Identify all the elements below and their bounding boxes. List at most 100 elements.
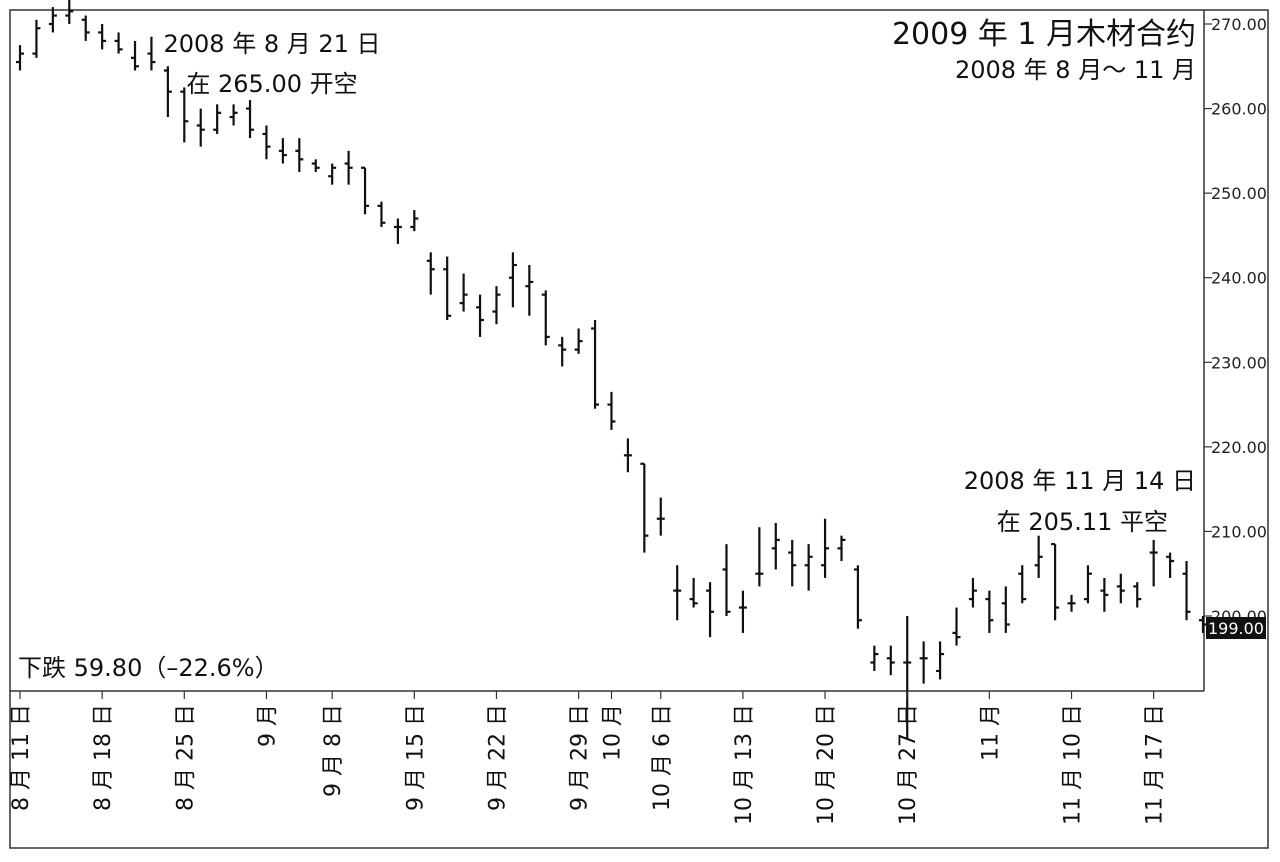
chart-border xyxy=(9,9,1269,849)
ohlc-bar xyxy=(246,100,255,139)
ohlc-bar xyxy=(722,544,731,616)
ohlc-bar xyxy=(853,565,862,629)
ohlc-bar xyxy=(591,320,600,409)
decline-annotation: 下跌 59.80（–22.6%） xyxy=(18,654,279,682)
ohlc-bar xyxy=(1116,573,1125,604)
x-tick-label: 10 月 27 日 xyxy=(896,704,921,825)
ohlc-bar xyxy=(837,535,846,562)
ohlc-bar xyxy=(443,256,452,320)
chart-subtitle: 2008 年 8 月～ 11 月 xyxy=(955,56,1196,84)
exit-price-annotation: 在 205.11 平空 xyxy=(997,508,1168,536)
last-price-label: 199.00 xyxy=(1208,619,1264,638)
ohlc-bar xyxy=(196,108,205,147)
y-tick-label: 260.00 xyxy=(1211,100,1267,119)
ohlc-bar xyxy=(393,218,402,244)
ohlc-bar xyxy=(738,590,747,633)
ohlc-bar xyxy=(1018,565,1027,604)
ohlc-bar xyxy=(1067,594,1076,612)
ohlc-bar xyxy=(919,641,928,684)
ohlc-bar xyxy=(936,641,945,680)
x-tick-label: 11 月 17 日 xyxy=(1143,704,1168,825)
ohlc-bar xyxy=(311,159,320,172)
x-tick-label: 10 月 13 日 xyxy=(732,704,757,825)
ohlc-bar xyxy=(459,273,468,312)
ohlc-bar xyxy=(361,166,370,215)
ohlc-bar xyxy=(147,36,156,71)
ohlc-bar xyxy=(788,539,797,587)
y-tick-label: 240.00 xyxy=(1211,269,1267,288)
ohlc-bar xyxy=(541,290,550,346)
x-tick-label: 10 月 6 日 xyxy=(650,704,675,811)
ohlc-bar xyxy=(476,294,485,337)
x-tick-label: 10 月 20 日 xyxy=(814,704,839,825)
ohlc-bar xyxy=(1051,543,1060,621)
ohlc-bar xyxy=(689,577,698,608)
ohlc-bar xyxy=(1083,565,1092,604)
ohlc-bar xyxy=(607,391,616,430)
ohlc-bar xyxy=(1149,539,1158,587)
ohlc-bar xyxy=(804,544,813,591)
y-tick-label: 250.00 xyxy=(1211,184,1267,203)
ohlc-bar xyxy=(821,518,830,578)
ohlc-bar xyxy=(213,104,222,134)
ohlc-bar xyxy=(1182,561,1191,621)
ohlc-bars xyxy=(16,0,1207,739)
ohlc-bar xyxy=(574,328,583,354)
y-tick-label: 230.00 xyxy=(1211,353,1267,372)
ohlc-bar xyxy=(114,32,123,54)
ohlc-bar xyxy=(98,24,107,50)
chart-title: 2009 年 1 月木材合约 xyxy=(892,17,1196,52)
ohlc-bar xyxy=(377,201,386,227)
x-tick-label: 9 月 22 日 xyxy=(485,704,510,811)
ohlc-bar xyxy=(295,138,304,172)
x-tick-label: 9 月 xyxy=(255,704,280,747)
ohlc-bar xyxy=(656,497,665,536)
ohlc-bar xyxy=(508,252,517,308)
x-tick-label: 9 月 8 日 xyxy=(321,704,346,797)
ohlc-bar xyxy=(16,45,24,71)
ohlc-bar xyxy=(262,125,271,160)
x-tick-label: 8 月 25 日 xyxy=(173,704,198,811)
ohlc-bar xyxy=(32,19,41,58)
ohlc-bar xyxy=(640,462,649,553)
x-tick-label: 8 月 11 日 xyxy=(9,704,34,811)
last-price-badge xyxy=(1206,617,1266,639)
ohlc-bar xyxy=(410,210,419,232)
y-tick-label: 210.00 xyxy=(1211,522,1267,541)
exit-date-annotation: 2008 年 11 月 14 日 xyxy=(964,467,1196,495)
ohlc-bar xyxy=(985,590,994,633)
ohlc-bar xyxy=(903,616,912,739)
y-tick-label: 270.00 xyxy=(1211,15,1267,34)
ohlc-bar xyxy=(706,582,715,638)
ohlc-bar xyxy=(952,607,961,646)
ohlc-bar xyxy=(278,138,287,164)
ohlc-bar xyxy=(180,87,189,143)
x-tick-label: 11 月 10 日 xyxy=(1061,704,1086,825)
y-axis: 270.00 260.00 250.00 240.00 230.00 220.00 210.… xyxy=(1204,15,1267,626)
x-tick-label: 8 月 18 日 xyxy=(91,704,116,811)
x-tick-label: 11 月 xyxy=(978,704,1003,761)
ohlc-bar xyxy=(426,252,435,295)
x-tick-label: 9 月 29 日 xyxy=(568,704,593,811)
ohlc-bar xyxy=(1198,616,1207,633)
ohlc-bar xyxy=(48,7,57,33)
ohlc-bar xyxy=(886,645,895,676)
entry-price-annotation: 在 265.00 开空 xyxy=(186,70,357,98)
ohlc-bar xyxy=(870,645,879,671)
ohlc-bar xyxy=(131,40,140,71)
ohlc-bar xyxy=(968,577,977,608)
ohlc-bar xyxy=(558,336,567,367)
ohlc-bar xyxy=(1034,535,1043,578)
y-tick-label: 220.00 xyxy=(1211,438,1267,457)
ohlc-bar xyxy=(163,66,172,118)
ohlc-bar xyxy=(1166,552,1175,578)
x-tick-label: 9 月 15 日 xyxy=(403,704,428,811)
ohlc-bar xyxy=(229,104,238,126)
ohlc-bar xyxy=(81,15,90,41)
ohlc-bar xyxy=(65,0,74,24)
ohlc-bar xyxy=(344,150,353,185)
x-axis: 8 月 11 日 8 月 18 日 8 月 25 日 9 月 9 月 8 日 9 月 15… xyxy=(9,691,1168,825)
ohlc-bar xyxy=(623,438,632,473)
